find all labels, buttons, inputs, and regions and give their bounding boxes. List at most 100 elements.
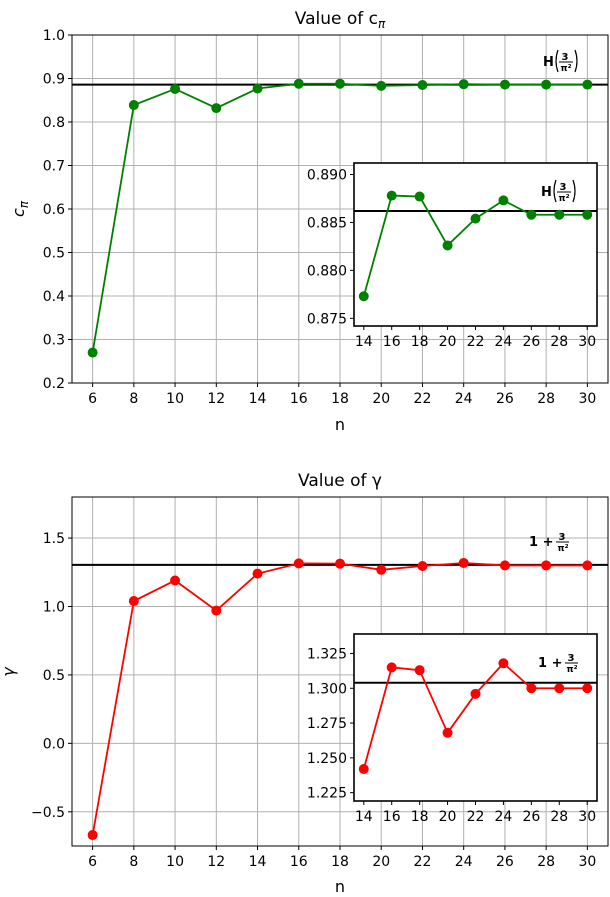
svg-text:π²: π² bbox=[557, 544, 568, 554]
x-tick-label: 6 bbox=[88, 391, 97, 407]
y-tick-label: 0.4 bbox=[43, 289, 65, 305]
data-point bbox=[128, 596, 139, 607]
x-tick-label: 26 bbox=[522, 809, 540, 825]
data-point bbox=[554, 209, 565, 220]
x-tick-label: 26 bbox=[496, 854, 514, 870]
x-tick-label: 30 bbox=[578, 809, 596, 825]
data-point bbox=[499, 79, 510, 90]
y-axis-label: γ bbox=[0, 666, 18, 677]
data-point bbox=[541, 560, 552, 571]
y-tick-label: 0.5 bbox=[43, 668, 65, 684]
x-tick-label: 22 bbox=[414, 391, 432, 407]
y-tick-label: 0.875 bbox=[307, 311, 347, 327]
x-tick-label: 14 bbox=[249, 854, 267, 870]
x-axis-label: n bbox=[335, 415, 345, 434]
x-tick-label: 14 bbox=[355, 809, 373, 825]
data-point bbox=[417, 560, 428, 571]
data-point bbox=[87, 347, 98, 358]
x-tick-label: 18 bbox=[411, 334, 429, 350]
inset-series bbox=[358, 658, 593, 774]
data-point bbox=[376, 564, 387, 575]
data-point bbox=[211, 605, 222, 616]
x-tick-label: 8 bbox=[129, 391, 138, 407]
x-tick-label: 28 bbox=[550, 809, 568, 825]
data-point bbox=[526, 683, 537, 694]
data-point bbox=[458, 79, 469, 90]
x-axis-label: n bbox=[335, 877, 345, 896]
chart-gamma: Value of γ 6 8 10 12 14 16 18 20 22 24 26 28 30 −0.5… bbox=[0, 471, 609, 896]
y-ticks: −0.5 0.0 0.5 1.0 1.5 bbox=[31, 531, 72, 821]
y-tick-label: 0.8 bbox=[43, 115, 65, 131]
reference-label: H 3 π² bbox=[543, 49, 578, 74]
y-tick-label: 0.9 bbox=[43, 72, 65, 88]
x-tick-label: 30 bbox=[578, 391, 596, 407]
y-tick-label: 1.250 bbox=[307, 751, 347, 767]
x-tick-label: 12 bbox=[207, 854, 225, 870]
x-tick-label: 16 bbox=[290, 854, 308, 870]
y-tick-label: 1.325 bbox=[307, 646, 347, 662]
y-tick-label: 0.880 bbox=[307, 263, 347, 279]
x-tick-label: 10 bbox=[166, 391, 184, 407]
x-tick-label: 18 bbox=[331, 391, 349, 407]
svg-text:π²: π² bbox=[560, 64, 571, 74]
data-point bbox=[582, 683, 593, 694]
x-tick-label: 6 bbox=[88, 854, 97, 870]
chart-c-pi: Value of cπ 6 8 10 12 14 16 18 20 22 24 26 28 30 0.2… bbox=[9, 9, 609, 434]
y-tick-label: −0.5 bbox=[31, 805, 65, 821]
y-axis-label: cπ bbox=[9, 200, 31, 217]
x-tick-label: 20 bbox=[372, 391, 390, 407]
data-point bbox=[541, 79, 552, 90]
x-tick-label: 20 bbox=[439, 809, 457, 825]
svg-text:3: 3 bbox=[562, 52, 569, 63]
data-point bbox=[414, 191, 425, 202]
series-gamma bbox=[87, 557, 593, 841]
data-point bbox=[458, 557, 469, 568]
data-point bbox=[386, 190, 397, 201]
inset-x-ticks: 14 16 18 20 22 24 26 28 30 bbox=[355, 326, 596, 350]
svg-text:π²: π² bbox=[566, 665, 577, 675]
inset-plot: 14 16 18 20 22 24 26 28 30 0.8750.8800.8850.890 … bbox=[307, 162, 598, 350]
data-point bbox=[499, 560, 510, 571]
data-point bbox=[293, 558, 304, 569]
y-tick-label: 0.0 bbox=[43, 736, 65, 752]
x-tick-label: 24 bbox=[455, 854, 473, 870]
x-tick-label: 30 bbox=[578, 854, 596, 870]
inset-reference-label: 1 + 3 π² bbox=[538, 653, 578, 675]
y-ticks: 0.2 0.3 0.4 0.5 0.6 0.7 0.8 0.9 1.0 bbox=[43, 28, 72, 392]
data-point bbox=[582, 560, 593, 571]
x-tick-label: 16 bbox=[383, 334, 401, 350]
x-tick-label: 14 bbox=[355, 334, 373, 350]
x-tick-label: 18 bbox=[411, 809, 429, 825]
inset-reference-label: H 3 π² bbox=[541, 179, 576, 204]
x-ticks: 6 8 10 12 14 16 18 20 22 24 26 28 30 bbox=[88, 846, 596, 870]
x-tick-label: 30 bbox=[578, 334, 596, 350]
y-tick-label: 0.890 bbox=[307, 168, 347, 184]
x-tick-label: 24 bbox=[455, 391, 473, 407]
y-tick-label: 0.2 bbox=[43, 376, 65, 392]
data-point bbox=[582, 79, 593, 90]
svg-text:H: H bbox=[541, 185, 552, 200]
data-point bbox=[442, 727, 453, 738]
inset-x-ticks: 14 16 18 20 22 24 26 28 30 bbox=[355, 801, 596, 825]
x-tick-label: 8 bbox=[129, 854, 138, 870]
x-tick-label: 18 bbox=[331, 854, 349, 870]
data-point bbox=[414, 665, 425, 676]
data-point bbox=[252, 83, 263, 94]
inset-y-ticks: 0.875 0.880 0.885 0.890 bbox=[307, 168, 354, 327]
x-tick-label: 12 bbox=[207, 391, 225, 407]
x-tick-label: 16 bbox=[383, 809, 401, 825]
data-point bbox=[526, 209, 537, 220]
reference-label: 1 + 3 π² bbox=[529, 532, 569, 554]
svg-text:H: H bbox=[543, 55, 554, 70]
x-tick-label: 28 bbox=[550, 334, 568, 350]
svg-text:3: 3 bbox=[568, 653, 575, 664]
x-tick-label: 28 bbox=[537, 391, 555, 407]
data-point bbox=[252, 568, 263, 579]
y-tick-label: 1.275 bbox=[307, 716, 347, 732]
data-point bbox=[170, 83, 181, 94]
y-tick-label: 0.5 bbox=[43, 246, 65, 262]
data-point bbox=[170, 575, 181, 586]
svg-text:3: 3 bbox=[560, 182, 567, 193]
data-point bbox=[417, 80, 428, 91]
